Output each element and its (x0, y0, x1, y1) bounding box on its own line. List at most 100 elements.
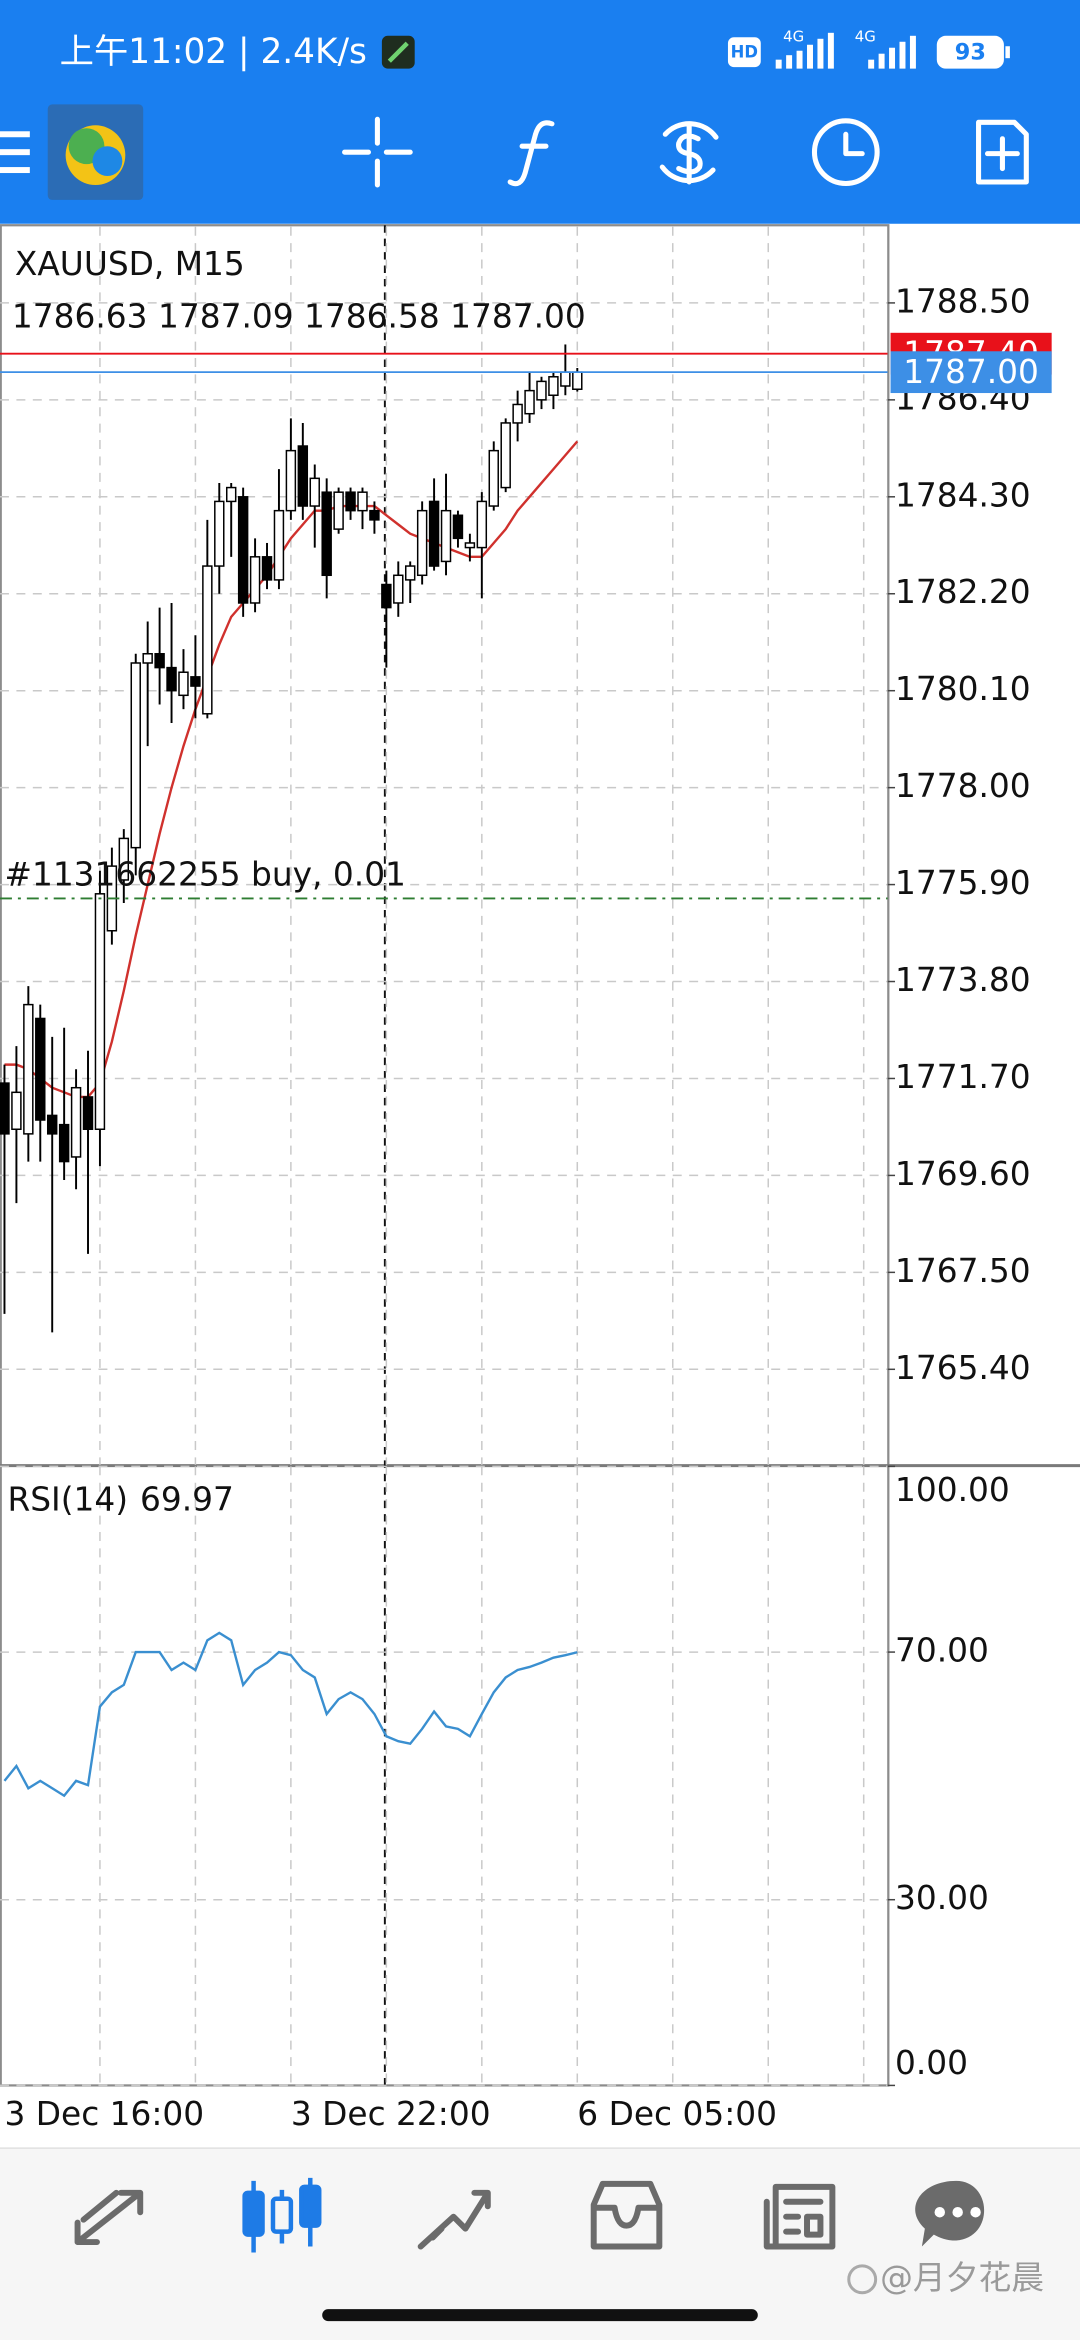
candle-body (536, 380, 547, 401)
new-order-button[interactable] (976, 119, 1029, 185)
y-tick-label: 1780.10 (895, 670, 1031, 708)
indicator-name: RSI(14) (7, 1480, 128, 1518)
candle-body (297, 445, 309, 507)
y-tick-label: 70.00 (895, 1632, 989, 1670)
candle-body (512, 403, 523, 424)
nav-chart[interactable] (242, 2177, 322, 2253)
x-tick-label: 3 Dec 22:00 (291, 2095, 491, 2133)
ohlc-value: 1787.09 (158, 297, 294, 335)
candle-body (23, 1003, 34, 1135)
y-tick-label: 1769.60 (895, 1155, 1031, 1193)
signal-2 (868, 35, 916, 69)
candle-body (46, 1114, 58, 1135)
ohlc-value: 1787.00 (450, 297, 586, 335)
candle-body (11, 1091, 22, 1130)
candle-body (261, 556, 273, 581)
candle-body (214, 500, 225, 567)
nav-history[interactable] (590, 2180, 663, 2250)
candle-body (249, 556, 261, 604)
y-tick-label: 1778.00 (895, 767, 1031, 805)
app-bar (0, 0, 1080, 224)
candle-body (35, 1017, 46, 1121)
candle-body (321, 491, 332, 577)
network-label: 4G (855, 27, 876, 45)
battery-level: 93 (955, 39, 986, 65)
bottom-nav (0, 2148, 1080, 2340)
period-button[interactable] (811, 118, 880, 187)
battery-tip (1005, 46, 1010, 59)
candle-body (488, 449, 499, 507)
candle-body (202, 565, 213, 715)
price-tag-label: 1787.00 (903, 353, 1039, 391)
price-tag (890, 351, 1052, 394)
candle-body (166, 666, 177, 692)
y-tick-label: 1773.80 (895, 961, 1031, 999)
hd-badge (727, 37, 761, 68)
ohlc-value: 1786.58 (304, 297, 440, 335)
ohlc-value: 1786.63 (12, 297, 148, 335)
candle-body (357, 491, 368, 512)
x-tick-label: 3 Dec 16:00 (4, 2095, 204, 2133)
y-tick-label: 100.00 (895, 1471, 1010, 1509)
trade-button[interactable] (659, 121, 719, 185)
symbol-title: XAUUSD, M15 (15, 245, 245, 283)
candle-body (0, 1082, 10, 1135)
candle-body (500, 422, 511, 489)
indicator-value: 69.97 (140, 1480, 234, 1518)
y-tick-label: 1767.50 (895, 1252, 1031, 1290)
candle-body (428, 500, 440, 567)
candle-body (464, 542, 476, 549)
y-tick-label: 0.00 (895, 2044, 968, 2082)
candle-body (94, 893, 106, 1130)
y-tick-label: 1775.90 (895, 864, 1031, 902)
candle-body (572, 371, 583, 390)
candle-body (393, 574, 404, 604)
ohlc-header: 1786.63 1787.09 1786.58 1787.00 (12, 297, 586, 335)
candle-body (178, 671, 189, 697)
candle-body (416, 509, 428, 577)
candle-body (142, 653, 153, 664)
watermark-icon (847, 2264, 878, 2295)
candle-body (154, 653, 165, 669)
candle-body (369, 509, 380, 521)
candle-body (190, 676, 201, 687)
candle-body (524, 389, 535, 415)
menu-button[interactable] (0, 131, 30, 174)
candle-body (70, 1086, 82, 1158)
candle-body (476, 500, 488, 549)
watermark: @月夕花晨 (880, 2259, 1044, 2297)
candle-body (381, 583, 392, 609)
candle-body (273, 509, 285, 581)
notification-glyph (387, 41, 409, 63)
crosshair-button[interactable] (342, 116, 413, 188)
candle-body (452, 514, 464, 540)
candle-body (118, 837, 130, 881)
nav-quotes[interactable] (74, 2189, 144, 2246)
chart: 1788.501786.401784.301782.201780.101778.… (0, 226, 1052, 2133)
x-tick-label: 6 Dec 05:00 (577, 2095, 777, 2133)
app-logo[interactable] (47, 104, 144, 200)
nav-news[interactable] (763, 2183, 836, 2250)
rsi-line (3, 1631, 578, 1798)
y-tick-label: 30.00 (895, 1879, 989, 1917)
candle-body (560, 371, 571, 387)
candle-body (225, 486, 237, 503)
indicators-button[interactable] (507, 120, 555, 187)
candle-body (440, 509, 452, 563)
y-tick-label: 1771.70 (895, 1058, 1031, 1096)
y-tick-label: 1784.30 (895, 476, 1031, 514)
home-indicator (322, 2309, 758, 2322)
candle-body (333, 491, 344, 530)
y-tick-label: 1782.20 (895, 573, 1031, 611)
nav-messages[interactable] (915, 2180, 985, 2247)
candle-body (130, 662, 141, 849)
indicator-header: RSI(14) 69.97 (7, 1480, 233, 1518)
y-tick-label: 1788.50 (895, 282, 1031, 320)
candle-body (405, 565, 416, 581)
status-time: 上午11:02 | 2.4K/s (60, 32, 367, 72)
y-tick-label: 1765.40 (895, 1349, 1031, 1387)
nav-trade[interactable] (417, 2189, 491, 2250)
